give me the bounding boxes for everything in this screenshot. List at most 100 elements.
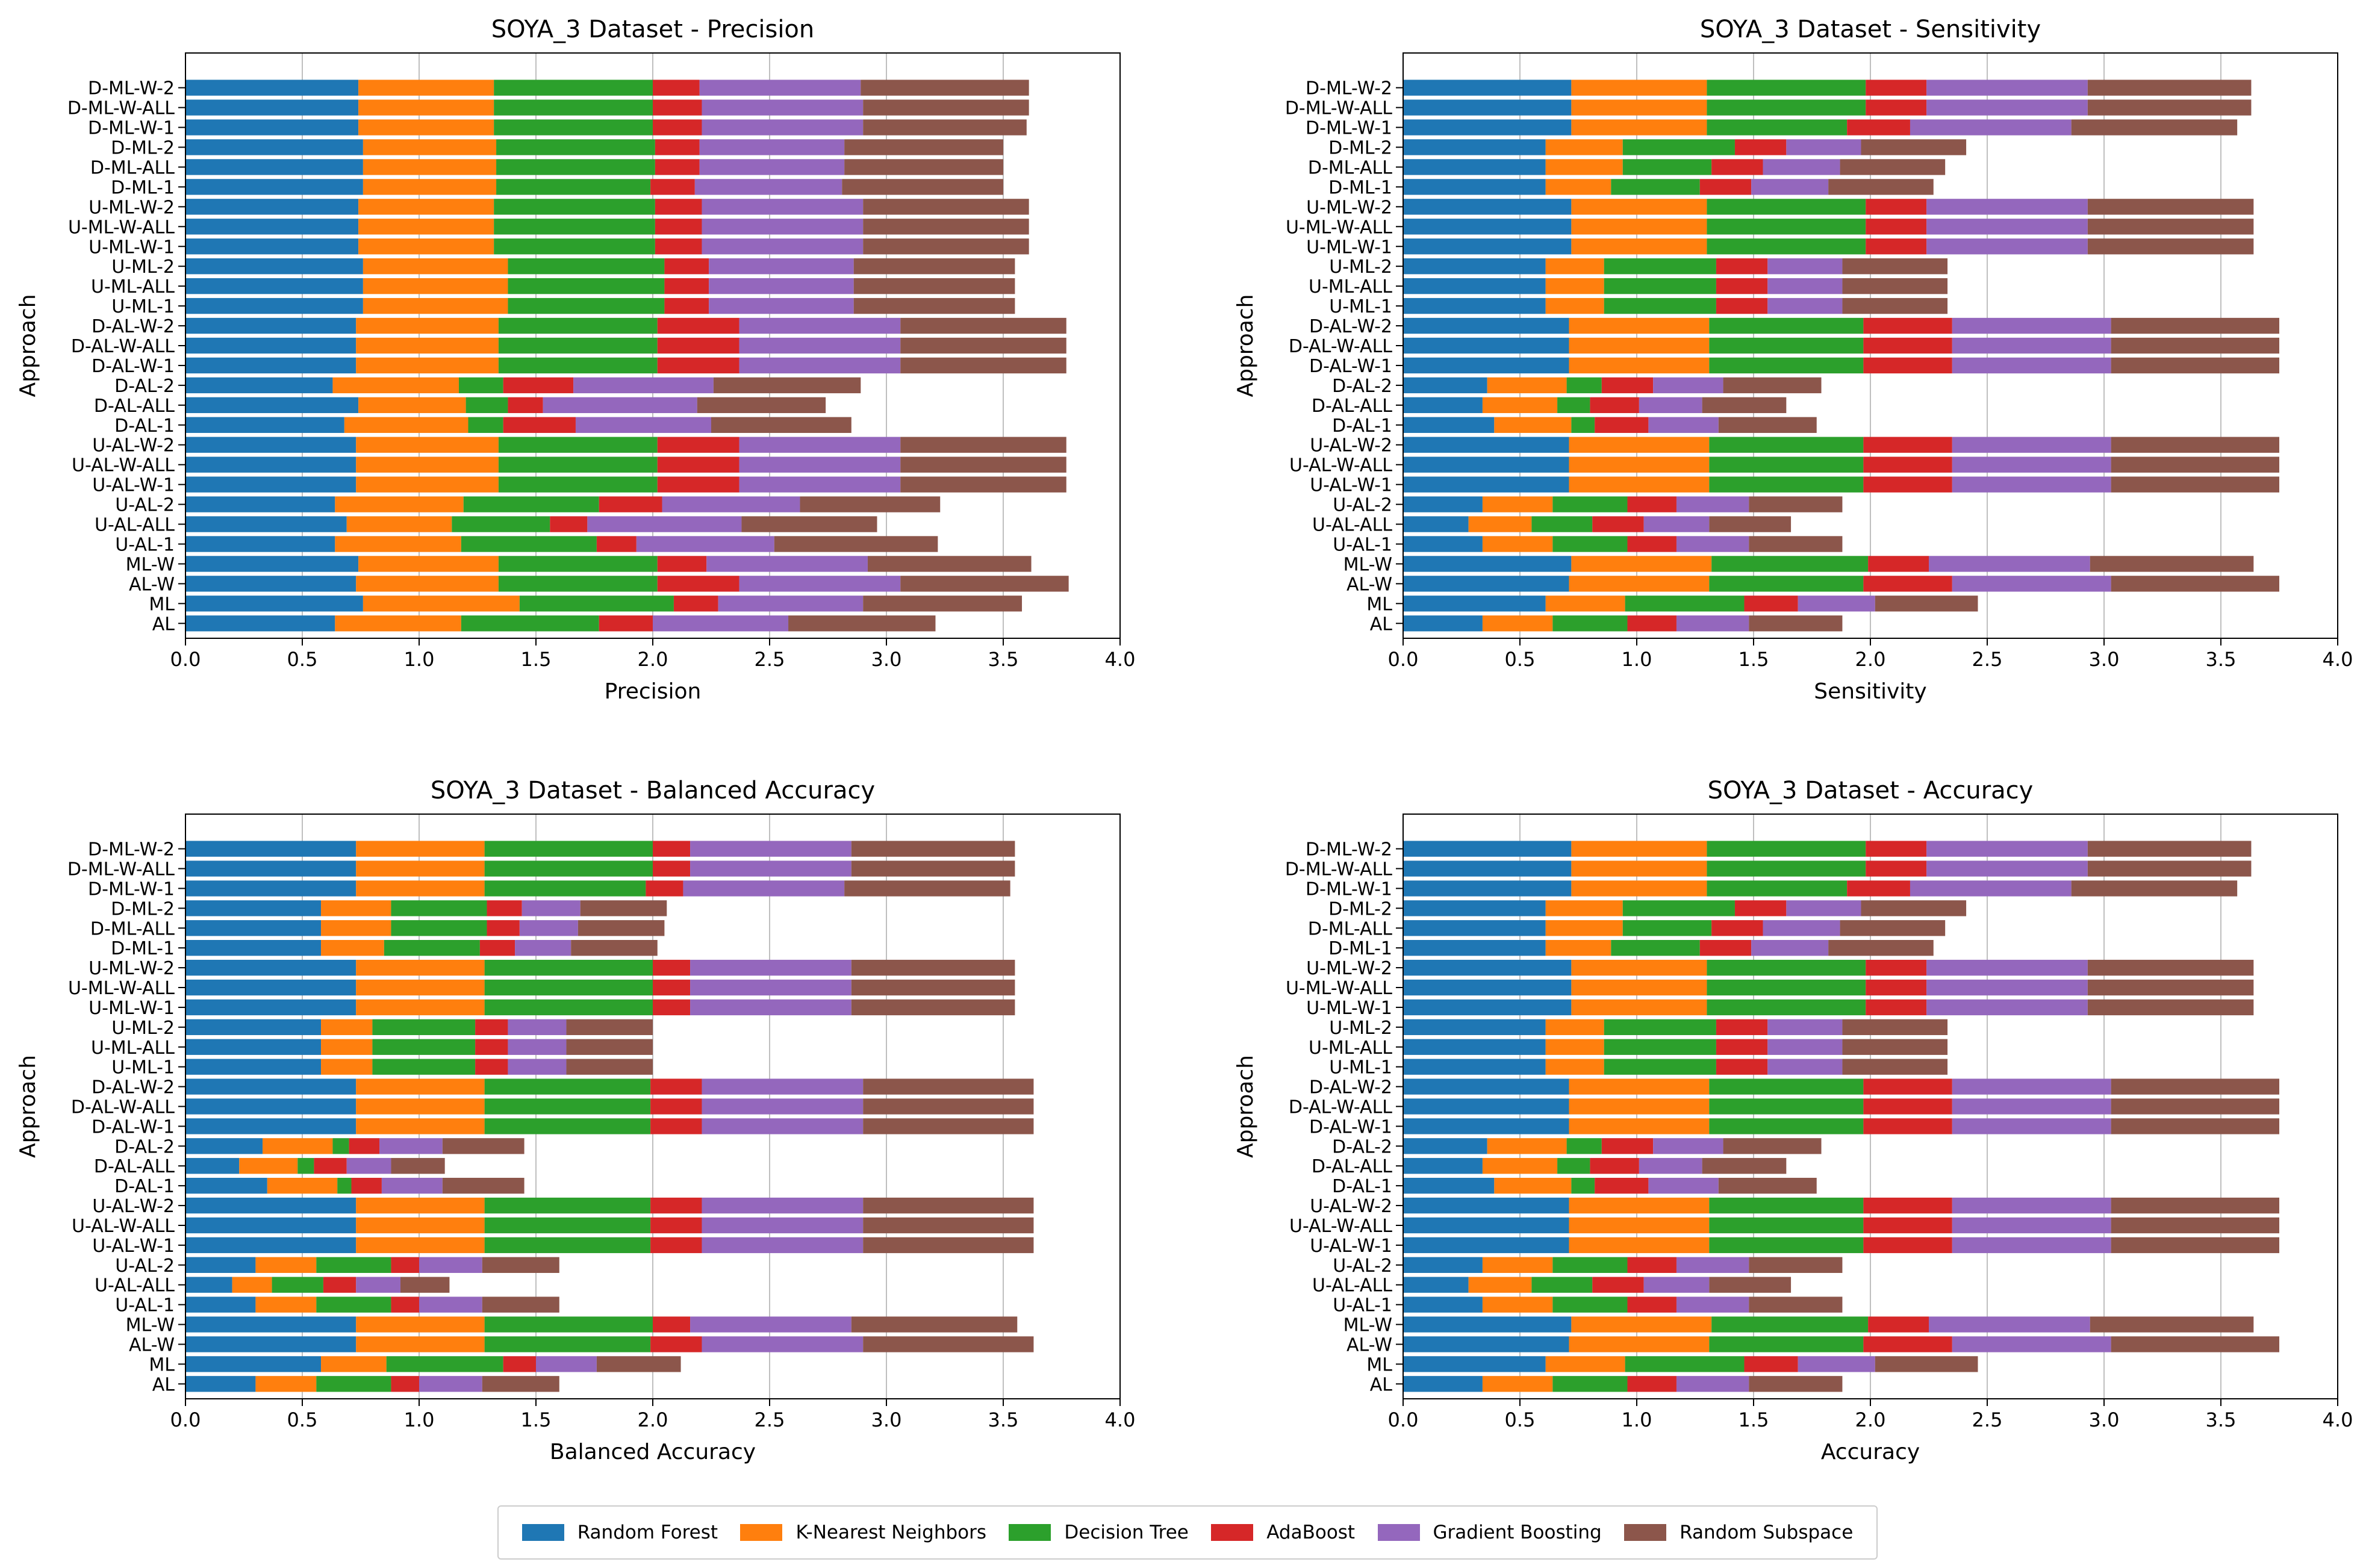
y-tick-label: D-AL-1 — [114, 1176, 175, 1197]
bar-d-al-w-all-decision-tree — [498, 337, 658, 354]
bar-u-ml-w-1-random-subspace — [851, 999, 1015, 1016]
y-tick-label: U-ML-1 — [111, 296, 175, 317]
bar-u-ml-w-2-decision-tree — [484, 959, 653, 976]
y-tick-label: U-AL-1 — [1333, 534, 1392, 555]
bar-d-ml-all-gradient-boosting — [519, 920, 578, 936]
bar-al-decision-tree — [316, 1376, 391, 1392]
bar-u-ml-all-gradient-boosting — [508, 1039, 567, 1055]
bar-ml-decision-tree — [1625, 1356, 1745, 1372]
bar-d-ml-w-2-random-forest — [1403, 79, 1572, 96]
bar-u-ml-2-decision-tree — [1604, 258, 1716, 275]
bar-d-ml-w-2-adaboost — [653, 79, 700, 96]
bar-d-al-w-1-random-subspace — [2111, 357, 2279, 374]
x-tick-label: 4.0 — [2323, 1408, 2353, 1431]
bar-u-ml-all-decision-tree — [1604, 278, 1716, 294]
bar-d-ml-2-k-nearest-neighbors — [321, 900, 391, 916]
y-tick-label: U-AL-W-2 — [1310, 1196, 1392, 1217]
y-tick-label: U-AL-W-1 — [92, 475, 175, 496]
bar-d-al-1-k-nearest-neighbors — [1494, 1177, 1572, 1194]
bar-d-ml-all-random-forest — [1403, 920, 1546, 936]
bar-al-k-nearest-neighbors — [1482, 1376, 1553, 1392]
bar-d-ml-w-2-k-nearest-neighbors — [358, 79, 494, 96]
x-tick-label: 0.5 — [1505, 1408, 1536, 1431]
y-tick-label: U-ML-W-ALL — [1286, 217, 1392, 238]
bar-d-ml-w-1-random-forest — [185, 880, 356, 897]
y-tick-label: D-ML-W-2 — [88, 839, 175, 860]
legend-label-random-forest: Random Forest — [577, 1522, 718, 1543]
bar-d-al-1-random-forest — [1403, 417, 1495, 433]
bar-u-al-2-random-forest — [1403, 496, 1483, 512]
bar-u-ml-w-all-k-nearest-neighbors — [1571, 219, 1707, 235]
bar-d-ml-all-gradient-boosting — [1763, 159, 1840, 175]
bar-u-ml-w-1-adaboost — [655, 238, 702, 255]
bar-u-al-w-2-random-forest — [1403, 437, 1569, 453]
bar-d-al-w-2-adaboost — [1863, 317, 1952, 334]
y-tick-label: AL — [1370, 614, 1393, 635]
bar-ml-random-subspace — [1875, 1356, 1978, 1372]
bar-d-ml-2-random-forest — [1403, 139, 1546, 155]
bar-d-ml-w-2-gradient-boosting — [1926, 79, 2088, 96]
bar-al-k-nearest-neighbors — [1482, 615, 1553, 632]
bar-d-al-w-all-random-forest — [185, 337, 356, 354]
bar-u-ml-w-2-adaboost — [1866, 199, 1927, 215]
y-tick-label: D-ML-W-ALL — [1285, 98, 1392, 119]
chart-panel-accuracy: 0.0 0.5 1.0 1.5 2.0 2.5 3.0 3.5 4.0ALMLAL-WML-WU… — [1233, 777, 2353, 1464]
bar-u-al-all-gradient-boosting — [1643, 1277, 1710, 1293]
bar-u-ml-1-decision-tree — [1604, 297, 1716, 314]
y-tick-label: U-AL-2 — [1333, 1255, 1392, 1277]
bar-u-ml-1-k-nearest-neighbors — [363, 297, 508, 314]
bar-d-al-all-gradient-boosting — [346, 1158, 391, 1174]
bar-al-adaboost — [391, 1376, 419, 1392]
y-tick-label: U-AL-ALL — [95, 515, 175, 536]
bar-ml-w-k-nearest-neighbors — [356, 1316, 485, 1333]
bar-d-al-w-all-k-nearest-neighbors — [1569, 1098, 1710, 1115]
bar-u-al-2-random-forest — [1403, 1257, 1483, 1273]
bar-u-ml-w-all-random-forest — [1403, 979, 1572, 996]
bar-d-al-all-k-nearest-neighbors — [358, 397, 466, 414]
bar-al-gradient-boosting — [1676, 615, 1749, 632]
bar-al-decision-tree — [1552, 1376, 1628, 1392]
bar-ml-w-decision-tree — [1711, 556, 1869, 572]
bar-d-al-2-decision-tree — [1566, 377, 1602, 394]
bar-d-ml-2-k-nearest-neighbors — [1545, 900, 1623, 916]
bar-u-al-w-1-k-nearest-neighbors — [356, 1237, 485, 1254]
bar-u-al-2-gradient-boosting — [1676, 496, 1749, 512]
y-tick-label: U-ML-W-ALL — [68, 978, 175, 999]
bar-u-ml-2-decision-tree — [508, 258, 665, 275]
bar-d-al-2-k-nearest-neighbors — [1487, 377, 1567, 394]
bar-d-al-1-random-forest — [185, 417, 344, 433]
bar-d-ml-all-gradient-boosting — [1763, 920, 1840, 936]
x-tick-label: 3.5 — [988, 1408, 1019, 1431]
bar-u-al-1-random-subspace — [482, 1296, 559, 1313]
bar-u-al-2-gradient-boosting — [662, 496, 800, 512]
x-axis-label: Balanced Accuracy — [550, 1440, 756, 1464]
bar-u-ml-1-gradient-boosting — [1767, 1059, 1843, 1075]
bar-d-al-2-adaboost — [1601, 1138, 1654, 1154]
bar-d-ml-w-2-adaboost — [1866, 79, 1927, 96]
bar-u-al-1-decision-tree — [1552, 536, 1628, 552]
bar-d-ml-1-random-forest — [1403, 940, 1546, 956]
bar-u-al-all-gradient-boosting — [356, 1277, 400, 1293]
bar-d-ml-w-1-decision-tree — [1707, 880, 1848, 897]
legend-item-decision-tree: Decision Tree — [1009, 1522, 1189, 1543]
bar-ml-random-forest — [1403, 596, 1546, 612]
bar-d-ml-w-2-random-forest — [1403, 841, 1572, 857]
bar-d-ml-w-all-decision-tree — [494, 99, 653, 116]
y-tick-label: ML — [1366, 1354, 1392, 1375]
bar-u-al-1-decision-tree — [316, 1296, 391, 1313]
bar-u-ml-w-all-random-forest — [185, 219, 359, 235]
bar-u-al-2-k-nearest-neighbors — [255, 1257, 317, 1273]
bar-u-al-2-adaboost — [1627, 496, 1676, 512]
bar-d-al-all-decision-tree — [297, 1158, 314, 1174]
y-tick-label: U-AL-W-ALL — [1289, 455, 1392, 476]
bar-d-al-w-2-random-forest — [185, 1078, 356, 1095]
bar-u-ml-w-all-gradient-boosting — [702, 219, 864, 235]
bar-u-ml-w-1-random-subspace — [863, 238, 1029, 255]
bar-d-ml-w-1-adaboost — [646, 880, 683, 897]
chart-panel-sensitivity: 0.0 0.5 1.0 1.5 2.0 2.5 3.0 3.5 4.0ALMLAL-WML-WU… — [1233, 16, 2353, 704]
bar-u-ml-w-2-random-subspace — [863, 199, 1029, 215]
bar-d-al-all-random-forest — [1403, 397, 1483, 414]
y-tick-label: U-AL-1 — [1333, 1295, 1392, 1316]
bar-u-al-all-k-nearest-neighbors — [1468, 516, 1532, 532]
bar-ml-w-gradient-boosting — [706, 556, 868, 572]
